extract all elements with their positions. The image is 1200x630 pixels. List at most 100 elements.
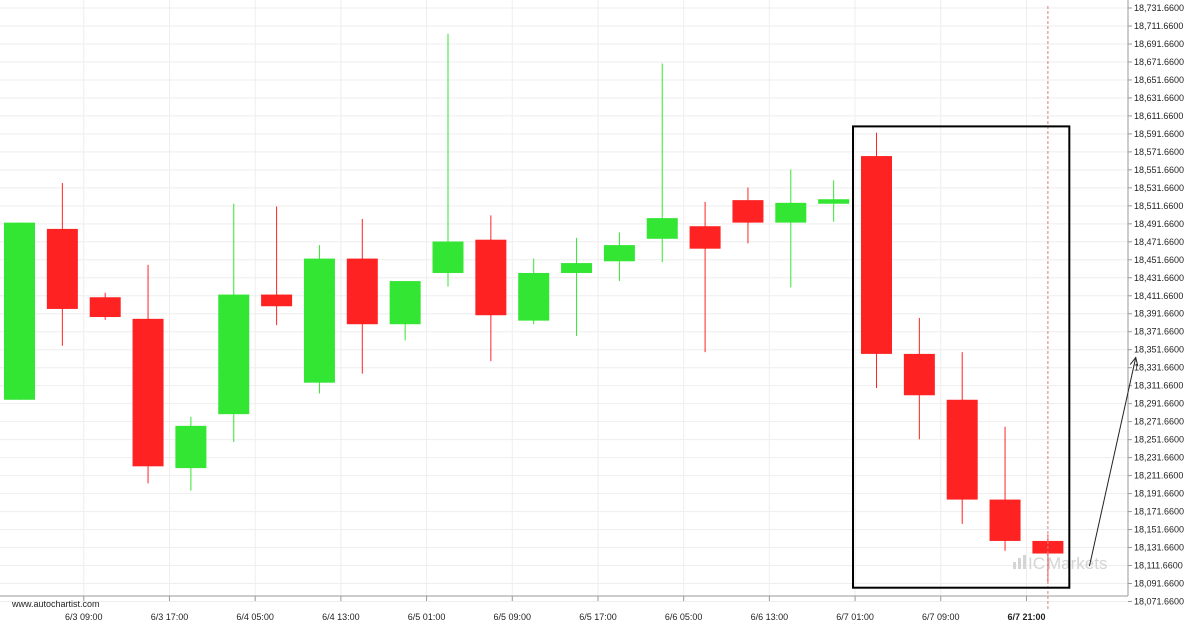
y-tick-label: 18,371.6600	[1134, 327, 1184, 337]
y-tick-label: 18,731.6600	[1134, 3, 1184, 13]
bearish-candle	[903, 317, 935, 440]
bullish-candle	[389, 281, 421, 341]
bearish-candle	[989, 426, 1021, 551]
candle-body	[175, 425, 207, 469]
y-tick-label: 18,311.6600	[1134, 381, 1183, 391]
bearish-candle	[346, 219, 378, 374]
x-tick-label: 6/7 01:00	[836, 612, 874, 622]
x-tick-label: 6/7 09:00	[922, 612, 960, 622]
y-tick-label: 18,511.6600	[1134, 201, 1183, 211]
overlays	[852, 6, 1139, 610]
x-tick-label: 6/5 09:00	[494, 612, 532, 622]
y-tick-label: 18,651.6600	[1134, 75, 1184, 85]
candle-body	[946, 399, 978, 500]
candle-body	[4, 222, 35, 400]
y-tick-label: 18,171.6600	[1134, 507, 1184, 517]
grid-layer	[0, 0, 1128, 602]
x-tick-label: 6/5 01:00	[408, 612, 446, 622]
candle-body	[46, 228, 78, 309]
y-tick-label: 18,351.6600	[1134, 345, 1184, 355]
candle-body	[518, 272, 550, 321]
pattern-box	[852, 125, 1071, 589]
x-tick-label: 6/6 05:00	[665, 612, 703, 622]
bearish-candle	[46, 183, 78, 346]
x-tick-label: 6/6 13:00	[751, 612, 789, 622]
candle-body	[861, 156, 892, 354]
candle-body	[432, 241, 464, 273]
y-tick-label: 18,471.6600	[1134, 237, 1184, 247]
y-tick-label: 18,111.6600	[1134, 561, 1183, 571]
y-tick-label: 18,571.6600	[1134, 147, 1184, 157]
candle-body	[775, 202, 807, 223]
bullish-candle	[646, 63, 678, 263]
candle-body	[346, 258, 378, 325]
bullish-candle	[561, 237, 593, 336]
bearish-candle	[946, 352, 978, 524]
forecast-arrow-icon	[1088, 356, 1139, 567]
y-tick-label: 18,071.6600	[1134, 597, 1184, 607]
x-tick-label: 6/7 21:00	[1007, 612, 1045, 622]
bullish-candle	[818, 180, 850, 222]
x-axis-ticks: 6/3 09:00 6/3 17:00 6/4 05:00 6/4 13:00 6/5 …	[65, 596, 1045, 622]
bearish-candle	[475, 215, 507, 362]
candles	[4, 33, 1064, 583]
candle-body	[732, 200, 764, 223]
y-tick-label: 18,711.6600	[1134, 21, 1183, 31]
y-tick-label: 18,391.6600	[1134, 309, 1184, 319]
y-tick-label: 18,271.6600	[1134, 417, 1184, 427]
y-tick-label: 18,291.6600	[1134, 399, 1184, 409]
candle-body	[646, 218, 678, 239]
watermark-brand: Markets	[1047, 554, 1107, 573]
candle-body	[603, 245, 635, 262]
bearish-candle	[132, 264, 164, 484]
ic-logo-icon	[1013, 555, 1026, 569]
y-tick-label: 18,451.6600	[1134, 255, 1184, 265]
bullish-candle	[175, 416, 207, 491]
y-tick-label: 18,131.6600	[1134, 543, 1184, 553]
bullish-candle	[218, 203, 250, 443]
y-tick-label: 18,631.6600	[1134, 93, 1184, 103]
candle-body	[218, 294, 250, 415]
candle-body	[989, 499, 1021, 541]
y-tick-label: 18,531.6600	[1134, 183, 1184, 193]
bullish-candle	[303, 245, 335, 394]
watermark: IC Markets	[1013, 554, 1107, 573]
y-tick-label: 18,411.6600	[1134, 291, 1183, 301]
x-tick-label: 6/4 13:00	[322, 612, 360, 622]
bearish-candle	[689, 201, 721, 353]
x-tick-label: 6/3 17:00	[151, 612, 189, 622]
y-tick-label: 18,251.6600	[1134, 435, 1184, 445]
candle-body	[561, 263, 593, 273]
bearish-candle	[261, 206, 293, 326]
y-tick-label: 18,191.6600	[1134, 489, 1184, 499]
x-tick-label: 6/4 05:00	[236, 612, 274, 622]
bearish-candle	[732, 187, 764, 244]
candle-body	[689, 226, 721, 249]
candle-body	[261, 294, 293, 307]
y-tick-label: 18,691.6600	[1134, 39, 1184, 49]
y-tick-label: 18,431.6600	[1134, 273, 1184, 283]
candle-body	[132, 318, 164, 467]
bullish-candle	[4, 222, 35, 400]
y-tick-label: 18,231.6600	[1134, 453, 1184, 463]
candle-body	[303, 258, 335, 383]
y-tick-label: 18,671.6600	[1134, 57, 1184, 67]
candle-body	[818, 199, 850, 204]
candle-body	[389, 281, 421, 325]
bullish-candle	[603, 232, 635, 282]
forecast-arrow-head	[1129, 356, 1139, 367]
y-tick-label: 18,491.6600	[1134, 219, 1184, 229]
y-tick-label: 18,091.6600	[1134, 579, 1184, 589]
y-tick-label: 18,551.6600	[1134, 165, 1184, 175]
candle-body	[89, 297, 121, 318]
y-axis-ticks: 18,731.6600 18,711.6600 18,691.6600 18,671.…	[1128, 3, 1184, 607]
y-tick-label: 18,151.6600	[1134, 525, 1184, 535]
y-tick-label: 18,591.6600	[1134, 129, 1184, 139]
x-tick-label: 6/3 09:00	[65, 612, 103, 622]
y-tick-label: 18,611.6600	[1134, 111, 1183, 121]
bullish-candle	[432, 33, 464, 287]
forecast-arrow-shaft	[1088, 357, 1137, 567]
source-label: www.autochartist.com	[11, 599, 100, 609]
candle-body	[903, 353, 935, 396]
